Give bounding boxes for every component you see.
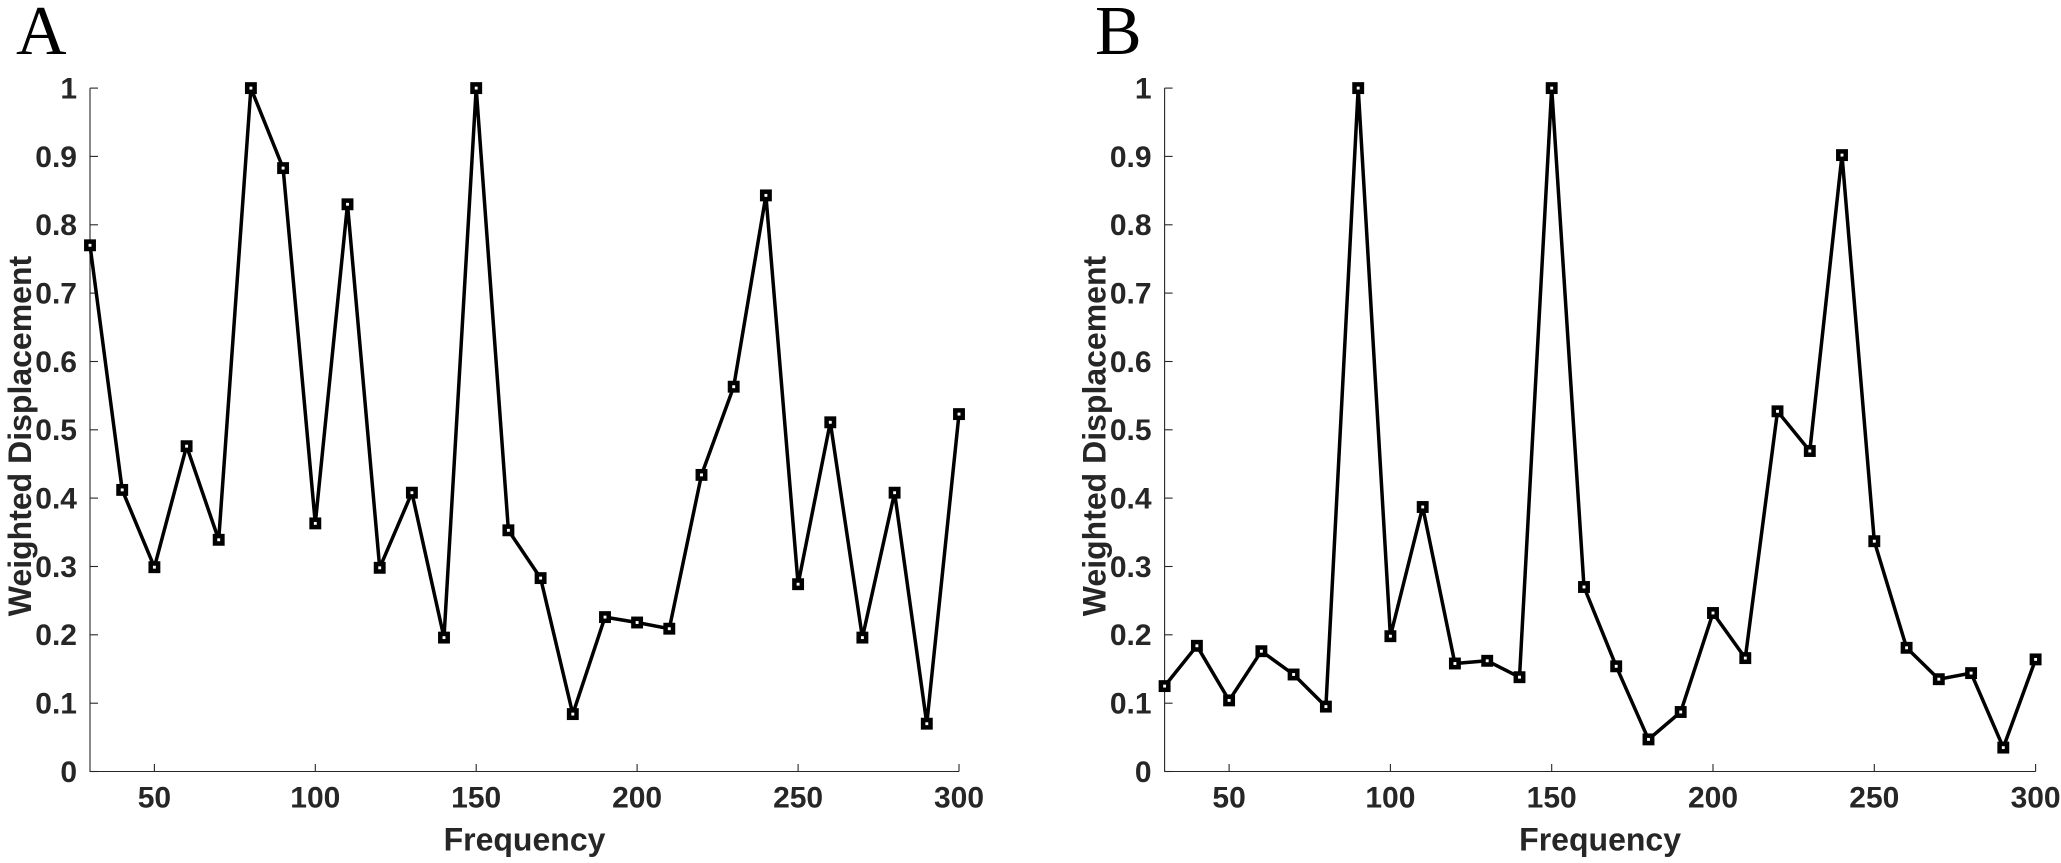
svg-text:300: 300 xyxy=(2011,782,2061,815)
svg-text:250: 250 xyxy=(773,782,823,815)
svg-text:100: 100 xyxy=(1365,782,1415,815)
svg-text:1: 1 xyxy=(1135,73,1152,106)
svg-text:A: A xyxy=(16,0,67,70)
svg-text:150: 150 xyxy=(1527,782,1577,815)
svg-text:0.8: 0.8 xyxy=(35,209,77,242)
svg-text:Weighted Displacement: Weighted Displacement xyxy=(2,255,38,616)
svg-text:50: 50 xyxy=(1212,782,1245,815)
svg-text:0.6: 0.6 xyxy=(35,346,77,379)
svg-text:250: 250 xyxy=(1849,782,1899,815)
svg-text:0.5: 0.5 xyxy=(1110,414,1152,447)
svg-text:200: 200 xyxy=(612,782,662,815)
svg-text:0.5: 0.5 xyxy=(35,414,77,447)
svg-text:0.2: 0.2 xyxy=(1110,619,1152,652)
svg-text:100: 100 xyxy=(290,782,340,815)
svg-text:0.7: 0.7 xyxy=(35,278,77,311)
svg-text:0: 0 xyxy=(60,756,77,789)
svg-text:0.1: 0.1 xyxy=(1110,688,1152,721)
svg-text:0.3: 0.3 xyxy=(1110,551,1152,584)
svg-text:200: 200 xyxy=(1688,782,1738,815)
svg-text:0.7: 0.7 xyxy=(1110,278,1152,311)
svg-text:0.3: 0.3 xyxy=(35,551,77,584)
svg-text:1: 1 xyxy=(60,73,77,106)
svg-text:0.8: 0.8 xyxy=(1110,209,1152,242)
svg-text:Weighted Displacement: Weighted Displacement xyxy=(1077,255,1113,616)
svg-text:Frequency: Frequency xyxy=(444,822,606,858)
svg-text:0: 0 xyxy=(1135,756,1152,789)
svg-text:0.4: 0.4 xyxy=(1110,483,1152,516)
svg-text:50: 50 xyxy=(138,782,171,815)
svg-text:0.6: 0.6 xyxy=(1110,346,1152,379)
svg-text:300: 300 xyxy=(934,782,984,815)
svg-text:0.2: 0.2 xyxy=(35,619,77,652)
svg-text:0.9: 0.9 xyxy=(35,141,77,174)
svg-text:150: 150 xyxy=(451,782,501,815)
svg-text:B: B xyxy=(1095,0,1142,70)
svg-text:Frequency: Frequency xyxy=(1519,822,1681,858)
svg-text:0.1: 0.1 xyxy=(35,688,77,721)
svg-text:0.4: 0.4 xyxy=(35,483,77,516)
svg-text:0.9: 0.9 xyxy=(1110,141,1152,174)
